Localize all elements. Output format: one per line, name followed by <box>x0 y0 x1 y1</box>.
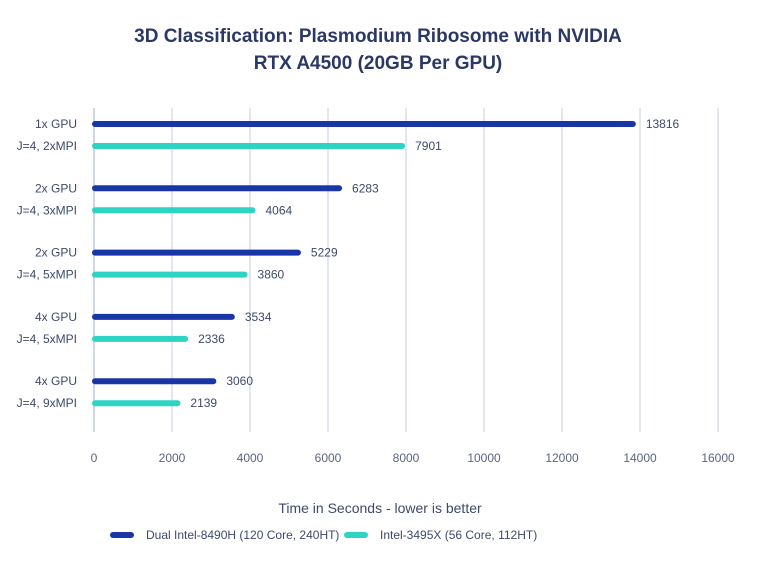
category-label-line-2: J=4, 9xMPI <box>17 396 77 410</box>
x-tick-label: 14000 <box>623 451 657 465</box>
x-tick-label: 12000 <box>545 451 579 465</box>
x-axis-title: Time in Seconds - lower is better <box>278 500 482 516</box>
x-tick-label: 8000 <box>393 451 420 465</box>
data-label: 5229 <box>311 246 338 260</box>
data-label: 13816 <box>646 117 680 131</box>
x-tick-label: 6000 <box>315 451 342 465</box>
data-label: 3060 <box>226 374 253 388</box>
x-tick-label: 10000 <box>467 451 501 465</box>
data-label: 2139 <box>190 396 217 410</box>
category-label-line-2: J=4, 2xMPI <box>17 139 77 153</box>
category-label-line-1: 4x GPU <box>35 310 77 324</box>
category-label-line-1: 2x GPU <box>35 246 77 260</box>
category-label-line-2: J=4, 5xMPI <box>17 268 77 282</box>
category-label-line-1: 2x GPU <box>35 181 77 195</box>
category-label-line-2: J=4, 5xMPI <box>17 332 77 346</box>
legend-label: Intel-3495X (56 Core, 112HT) <box>380 528 537 542</box>
x-tick-label: 0 <box>91 451 98 465</box>
data-label: 3860 <box>258 268 285 282</box>
chart-title-line-2: RTX A4500 (20GB Per GPU) <box>254 53 503 74</box>
legend-label: Dual Intel-8490H (120 Core, 240HT) <box>146 528 339 542</box>
x-tick-label: 4000 <box>237 451 264 465</box>
data-label: 3534 <box>245 310 272 324</box>
data-label: 6283 <box>352 181 379 195</box>
category-label-line-2: J=4, 3xMPI <box>17 203 77 217</box>
data-label: 4064 <box>265 203 292 217</box>
chart-title-line-1: 3D Classification: Plasmodium Ribosome w… <box>134 26 622 47</box>
data-label: 7901 <box>415 139 442 153</box>
data-label: 2336 <box>198 332 225 346</box>
x-tick-label: 2000 <box>159 451 186 465</box>
x-tick-label: 16000 <box>701 451 735 465</box>
category-label-line-1: 4x GPU <box>35 374 77 388</box>
category-label-line-1: 1x GPU <box>35 117 77 131</box>
